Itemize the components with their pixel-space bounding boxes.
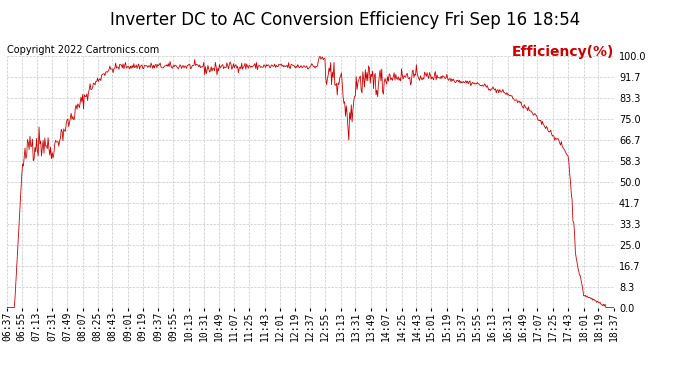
Text: Copyright 2022 Cartronics.com: Copyright 2022 Cartronics.com	[7, 45, 159, 55]
Text: Efficiency(%): Efficiency(%)	[512, 45, 614, 59]
Text: Inverter DC to AC Conversion Efficiency Fri Sep 16 18:54: Inverter DC to AC Conversion Efficiency …	[110, 11, 580, 29]
